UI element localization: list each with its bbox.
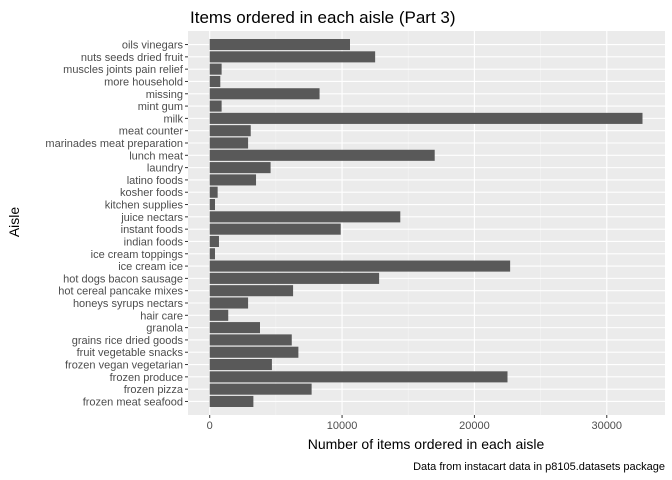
y-tick-label: mint gum <box>138 101 183 113</box>
bar <box>209 51 376 63</box>
y-axis-title: Aisle <box>6 207 22 238</box>
bar <box>209 223 341 235</box>
y-tick-label: frozen pizza <box>124 384 184 396</box>
bar <box>209 88 320 100</box>
bar <box>209 359 272 371</box>
bar <box>209 137 249 149</box>
bar <box>209 63 222 75</box>
bar <box>209 39 350 51</box>
y-tick-label: hair care <box>140 310 183 322</box>
y-tick-label: milk <box>163 113 183 125</box>
bar <box>209 112 643 124</box>
y-tick-label: granola <box>146 323 184 335</box>
bar <box>209 334 292 346</box>
y-tick-label: hot cereal pancake mixes <box>58 286 183 298</box>
y-tick-label: meat counter <box>119 126 184 138</box>
y-tick-label: frozen produce <box>110 372 183 384</box>
y-tick-label: marinades meat preparation <box>45 138 183 150</box>
x-axis-title: Number of items ordered in each aisle <box>308 436 545 452</box>
y-tick-label: oils vinegars <box>122 40 184 52</box>
bar <box>209 125 251 137</box>
bar <box>209 346 299 358</box>
y-tick-label: more household <box>104 76 183 88</box>
bar <box>209 285 294 297</box>
y-tick-label: fruit vegetable snacks <box>77 347 184 359</box>
x-tick-label: 30000 <box>591 420 622 432</box>
bar <box>209 383 312 395</box>
bar <box>209 186 218 198</box>
y-tick-label: ice cream toppings <box>91 249 184 261</box>
bar <box>209 149 435 161</box>
bar <box>209 395 254 407</box>
bar <box>209 260 511 272</box>
bar <box>209 211 401 223</box>
y-tick-label: instant foods <box>121 224 184 236</box>
bar <box>209 235 219 247</box>
y-tick-label: kosher foods <box>120 187 183 199</box>
y-tick-label: muscles joints pain relief <box>63 64 184 76</box>
y-tick-label: grains rice dried goods <box>72 335 184 347</box>
chart-title: Items ordered in each aisle (Part 3) <box>190 8 456 27</box>
x-tick-label: 0 <box>207 420 213 432</box>
x-axis-ticks: 0 10000 20000 30000 <box>207 415 622 432</box>
bar <box>209 297 249 309</box>
bar <box>209 100 222 112</box>
y-tick-label: nuts seeds dried fruit <box>81 52 183 64</box>
bar <box>209 272 380 284</box>
bar <box>209 174 257 186</box>
bar <box>209 322 260 334</box>
bar <box>209 371 508 383</box>
y-tick-label: missing <box>146 89 183 101</box>
bar <box>209 75 221 87</box>
y-tick-label: lunch meat <box>129 150 183 162</box>
y-tick-label: latino foods <box>127 175 184 187</box>
y-tick-label: indian foods <box>124 236 184 248</box>
bars <box>209 39 643 407</box>
y-tick-label: hot dogs bacon sausage <box>63 273 183 285</box>
x-tick-label: 20000 <box>459 420 490 432</box>
bar <box>209 248 215 260</box>
bar <box>209 162 271 174</box>
y-tick-label: kitchen supplies <box>105 200 184 212</box>
bar <box>209 199 215 211</box>
x-tick-label: 10000 <box>327 420 358 432</box>
bar <box>209 309 229 321</box>
y-tick-label: laundry <box>147 163 184 175</box>
y-tick-label: juice nectars <box>120 212 183 224</box>
y-tick-label: frozen meat seafood <box>83 396 183 408</box>
y-tick-label: frozen vegan vegetarian <box>65 360 183 372</box>
y-tick-label: honeys syrups nectars <box>73 298 184 310</box>
y-tick-label: ice cream ice <box>118 261 183 273</box>
chart-caption: Data from instacart data in p8105.datase… <box>413 461 665 473</box>
